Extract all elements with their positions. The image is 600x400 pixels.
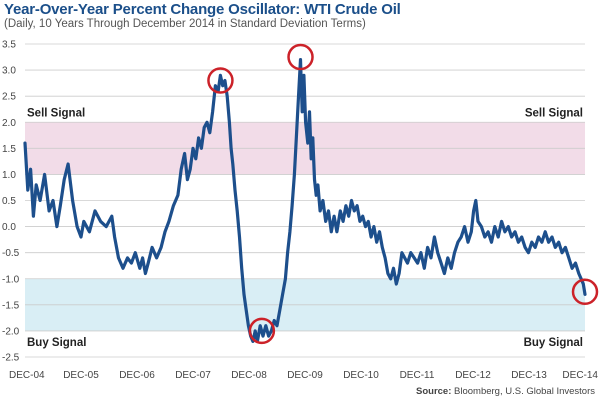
x-tick-label: DEC-04: [9, 370, 45, 381]
highlight-circle: [207, 67, 234, 94]
source-label: Source:: [416, 386, 452, 397]
buy-signal-label-left: Buy Signal: [27, 337, 86, 349]
y-tick-label: -1.5: [2, 300, 20, 311]
source-note: Source: Bloomberg, U.S. Global Investors: [416, 386, 595, 397]
source-text: Bloomberg, U.S. Global Investors: [454, 386, 595, 397]
y-tick-label: -0.5: [2, 248, 20, 259]
x-tick-label: DEC-12: [455, 370, 491, 381]
x-tick-label: DEC-13: [511, 370, 547, 381]
buy-signal-label-right: Buy Signal: [524, 337, 583, 349]
highlight-circle: [571, 278, 599, 306]
chart-subtitle: (Daily, 10 Years Through December 2014 i…: [4, 18, 366, 30]
x-tick-label: DEC-06: [119, 370, 155, 381]
y-tick-label: -1.0: [2, 274, 20, 285]
y-tick-label: 0.5: [2, 196, 16, 207]
y-tick-label: 0.0: [2, 222, 16, 233]
y-tick-label: 2.5: [2, 92, 16, 103]
y-tick-label: 1.5: [2, 144, 16, 155]
y-tick-label: 2.0: [2, 118, 16, 129]
highlight-circle: [287, 43, 314, 71]
y-tick-label: -2.5: [2, 353, 20, 364]
x-tick-label: DEC-11: [400, 370, 435, 381]
y-tick-label: 1.0: [2, 170, 16, 181]
chart-title: Year-Over-Year Percent Change Oscillator…: [4, 1, 401, 18]
oscillator-line: [23, 58, 587, 343]
sell-signal-label-left: Sell Signal: [27, 107, 85, 119]
x-tick-label: DEC-14: [562, 370, 598, 381]
x-tick-label: DEC-09: [287, 370, 323, 381]
y-tick-label: -2.0: [2, 326, 20, 337]
highlight-circle: [248, 317, 276, 345]
y-tick-label: 3.0: [2, 66, 16, 77]
y-tick-label: 3.5: [2, 40, 16, 51]
x-tick-label: DEC-07: [175, 370, 211, 381]
sell-signal-label-right: Sell Signal: [525, 107, 583, 119]
x-tick-label: DEC-05: [63, 370, 99, 381]
x-tick-label: DEC-10: [343, 370, 379, 381]
x-tick-label: DEC-08: [231, 370, 267, 381]
